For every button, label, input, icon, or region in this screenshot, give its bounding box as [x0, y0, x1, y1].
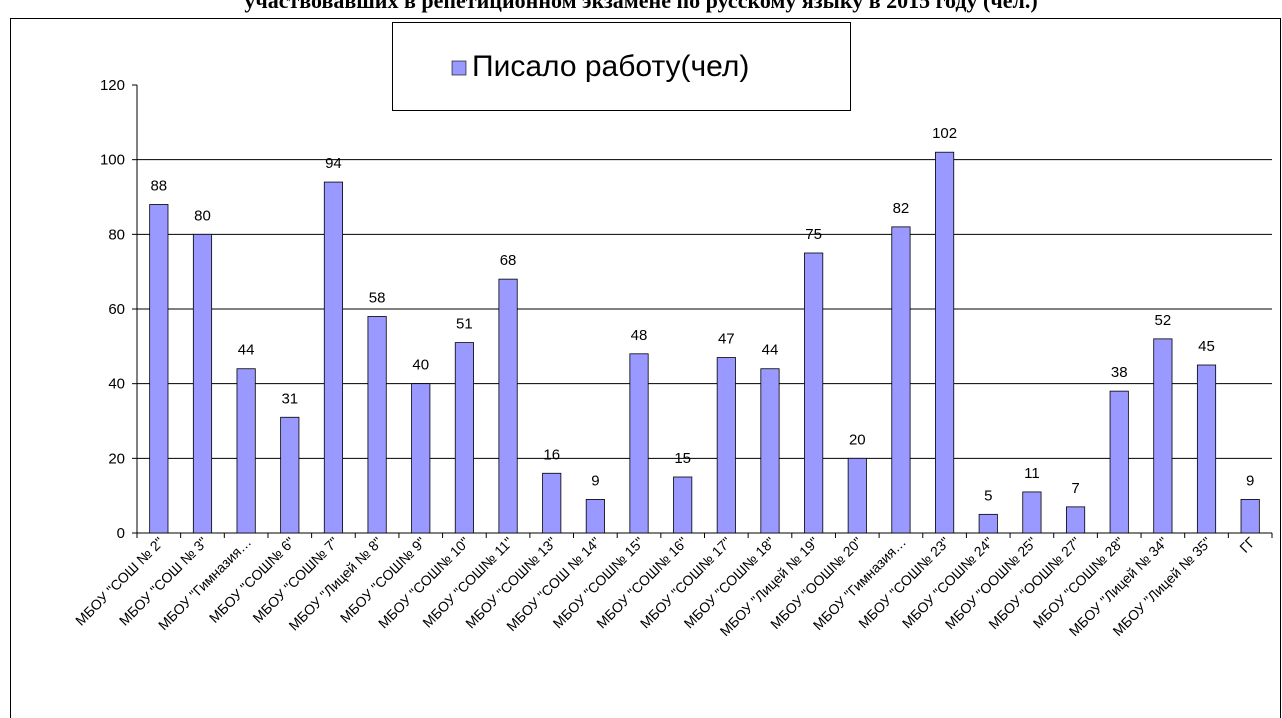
bar — [1153, 338, 1173, 534]
data-label: 40 — [412, 357, 429, 374]
bar — [454, 342, 474, 534]
data-label: 5 — [984, 487, 992, 504]
title-background — [0, 0, 1282, 18]
data-label: 80 — [194, 207, 211, 224]
legend — [392, 22, 851, 111]
bar — [149, 204, 169, 534]
bar — [1109, 390, 1129, 534]
y-tick-label: 100 — [100, 152, 125, 169]
bar — [1065, 506, 1086, 534]
bar — [411, 383, 431, 534]
bar — [236, 368, 256, 534]
bar — [716, 357, 736, 534]
bar — [1240, 498, 1260, 534]
bar — [192, 233, 213, 534]
data-label: 48 — [631, 327, 648, 344]
bar — [585, 498, 605, 534]
data-label: 45 — [1198, 338, 1215, 355]
legend-swatch — [451, 60, 467, 76]
data-label: 75 — [805, 226, 822, 243]
data-label: 20 — [849, 431, 866, 448]
data-label: 31 — [281, 390, 298, 407]
data-label: 16 — [543, 446, 560, 463]
y-tick-label: 40 — [108, 376, 125, 393]
data-label: 38 — [1111, 364, 1128, 381]
data-label: 68 — [500, 252, 517, 269]
data-label: 88 — [150, 177, 167, 194]
bar — [935, 151, 955, 534]
data-label: 51 — [456, 316, 473, 333]
data-label: 82 — [893, 200, 910, 217]
bar — [323, 181, 344, 534]
data-label: 44 — [762, 342, 779, 359]
chart-title: участвовавших в репетиционном экзамене п… — [244, 0, 1037, 13]
legend-label: Писало работу(чел) — [472, 50, 749, 83]
data-label: 9 — [591, 472, 599, 489]
data-label: 102 — [932, 125, 957, 142]
bar — [542, 472, 562, 534]
data-label: 58 — [369, 289, 386, 306]
bar — [804, 252, 824, 534]
data-label: 11 — [1024, 465, 1040, 482]
bar — [891, 226, 911, 534]
data-label: 47 — [718, 331, 735, 348]
data-label: 52 — [1155, 312, 1172, 329]
bar — [978, 513, 998, 534]
bar — [498, 278, 518, 534]
y-tick-label: 20 — [108, 450, 125, 467]
y-tick-label: 0 — [117, 525, 125, 542]
data-label: 44 — [238, 342, 255, 359]
y-tick-label: 60 — [108, 301, 125, 318]
bar — [760, 368, 780, 534]
y-tick-label: 120 — [100, 77, 125, 94]
y-tick-label: 80 — [108, 226, 125, 243]
bar — [280, 416, 300, 534]
bar — [1022, 491, 1042, 534]
bar — [629, 353, 649, 534]
bar — [673, 476, 693, 534]
data-label: 94 — [325, 155, 342, 172]
data-label: 15 — [674, 450, 691, 467]
bar — [1196, 364, 1217, 534]
data-label: 9 — [1246, 472, 1254, 489]
bar — [367, 316, 387, 534]
data-label: 7 — [1071, 480, 1079, 497]
bar — [847, 457, 867, 534]
